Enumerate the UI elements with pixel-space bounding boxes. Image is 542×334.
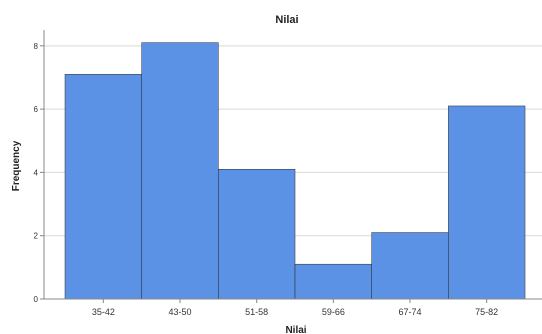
histogram-bar <box>64 74 142 300</box>
y-tick-label: 0 <box>34 295 39 304</box>
chart-title: Nilai <box>275 14 298 26</box>
histogram-bar <box>141 42 219 300</box>
y-tick-labels: 0 2 4 6 8 <box>34 42 39 304</box>
histogram-bar <box>294 263 372 300</box>
x-tick-label: 67-74 <box>398 307 421 317</box>
x-axis-title: Nilai <box>285 325 306 334</box>
y-axis-title: Frequency <box>11 140 22 191</box>
x-tick-label: 75-82 <box>475 307 498 317</box>
histogram-bar <box>371 232 449 300</box>
x-tick-label: 51-58 <box>245 307 268 317</box>
y-tick-label: 2 <box>34 232 39 241</box>
y-tick-label: 8 <box>34 42 39 51</box>
x-tick-label: 43-50 <box>168 307 191 317</box>
y-tick-label: 4 <box>34 168 39 177</box>
bars <box>64 42 526 300</box>
histogram-bar <box>218 168 296 300</box>
y-tick-label: 6 <box>34 105 39 114</box>
x-tick-labels: 35-42 43-50 51-58 59-66 67-74 75-82 <box>92 307 498 317</box>
axes <box>43 30 542 303</box>
histogram-bar <box>448 105 526 300</box>
x-tick-label: 59-66 <box>322 307 345 317</box>
x-tick-label: 35-42 <box>92 307 115 317</box>
